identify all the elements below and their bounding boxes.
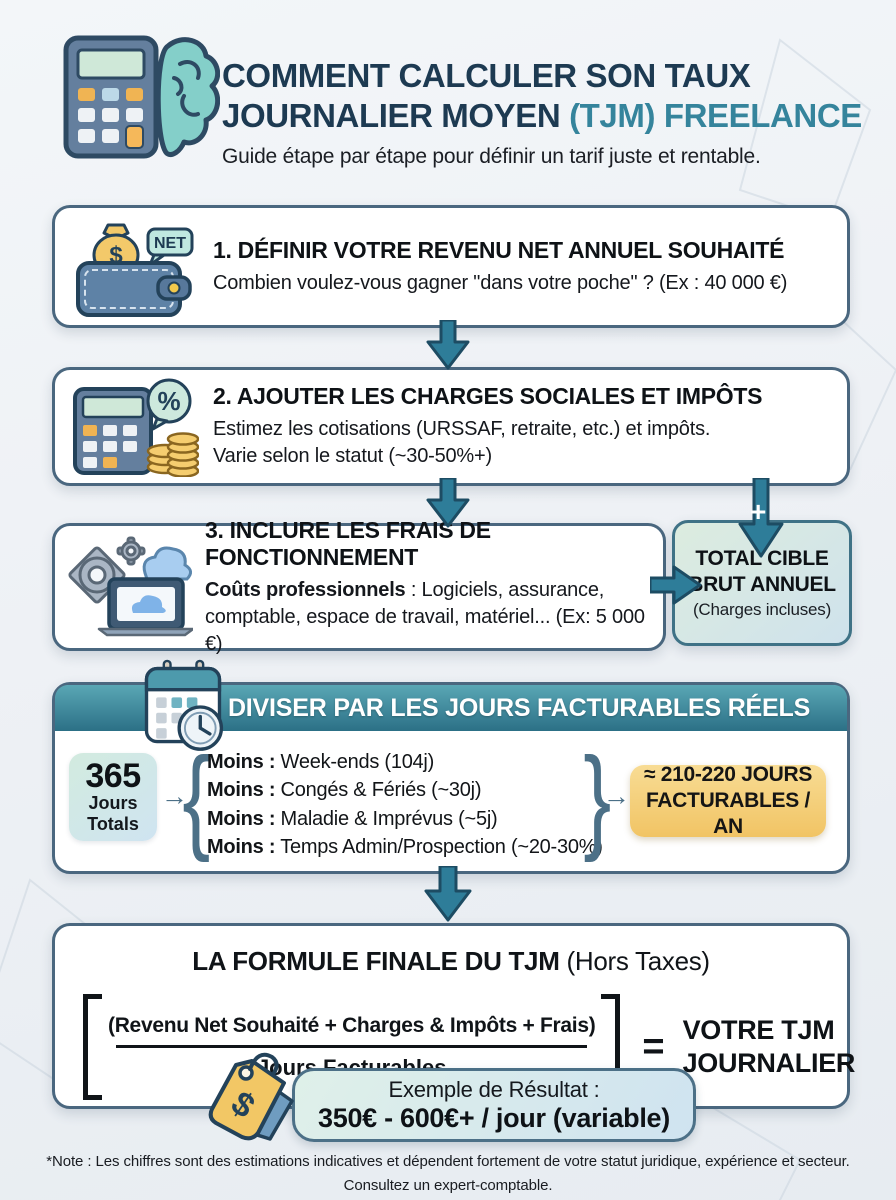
down-arrow-icon xyxy=(424,866,472,922)
result-line2: JOURNALIER xyxy=(682,1048,856,1078)
title-line1: COMMENT CALCULER SON TAUX xyxy=(222,57,751,94)
fraction-line xyxy=(116,1044,588,1048)
result-line1: ≈ 210-220 JOURS xyxy=(643,763,813,786)
footer-note: *Note : Les chiffres sont des estimation… xyxy=(0,1150,896,1198)
step3-desc-rest: : Logiciels, assurance, xyxy=(405,578,605,601)
section-header-title: DIVISER PAR LES JOURS FACTURABLES RÉELS xyxy=(227,693,811,722)
result-line1: VOTRE TJM xyxy=(682,1015,835,1045)
page-subtitle: Guide étape par étape pour définir un ta… xyxy=(222,145,761,168)
minus-label: Moins : xyxy=(207,807,276,830)
step3-desc-bold: Coûts professionnels xyxy=(205,578,406,601)
billable-days-section: DIVISER PAR LES JOURS FACTURABLES RÉELS … xyxy=(52,659,850,874)
calendar-clock-icon xyxy=(144,659,224,751)
page-title: COMMENT CALCULER SON TAUX JOURNALIER MOY… xyxy=(222,56,862,136)
step2-title: 2. AJOUTER LES CHARGES SOCIALES ET IMPÔT… xyxy=(213,383,763,409)
minus-text: Congés & Fériés (~30j) xyxy=(275,779,482,802)
formula-row: (Revenu Net Souhaité + Charges & Impôts … xyxy=(83,994,855,1100)
minus-text: Temps Admin/Prospection (~20-30%) xyxy=(275,836,603,859)
list-item: Moins : Maladie & Imprévus (~5j) xyxy=(207,805,607,833)
example-result-pill: Exemple de Résultat : 350€ - 600€+ / jou… xyxy=(292,1068,696,1142)
example-label: Exemple de Résultat : xyxy=(388,1076,600,1102)
minus-label: Moins : xyxy=(207,836,276,859)
step3-desc-line2: comptable, espace de travail, matériel..… xyxy=(205,605,645,655)
step3-box: 3. INCLURE LES FRAIS DE FONCTIONNEMENT C… xyxy=(52,517,666,655)
plus-down-arrow-icon xyxy=(738,478,784,558)
price-tag-icon: $ xyxy=(208,1052,294,1141)
example-value: 350€ - 600€+ / jour (variable) xyxy=(318,1102,670,1133)
note-line1: *Note : Les chiffres sont des estimation… xyxy=(46,1153,850,1170)
deduction-list: Moins : Week-ends (104j) Moins : Congés … xyxy=(207,748,607,862)
svg-text:NET: NET xyxy=(154,235,186,252)
title-line2: JOURNALIER MOYEN xyxy=(222,97,570,134)
calculator-brain-icon xyxy=(63,35,220,159)
formula-result: VOTRE TJM JOURNALIER xyxy=(683,1014,856,1080)
step2-desc: Estimez les cotisations (URSSAF, retrait… xyxy=(213,416,831,470)
equals-sign: = xyxy=(642,1025,665,1068)
down-arrow-icon xyxy=(426,478,470,528)
close-brace: } xyxy=(583,733,612,863)
formula-numerator: (Revenu Net Souhaité + Charges & Impôts … xyxy=(108,1013,596,1037)
formula-title: LA FORMULE FINALE DU TJM (Hors Taxes) xyxy=(55,946,847,977)
step1-title: 1. DÉFINIR VOTRE REVENU NET ANNUEL SOUHA… xyxy=(213,236,785,263)
total-line3: (Charges incluses) xyxy=(692,600,832,619)
plus-sign: + xyxy=(750,496,767,527)
minus-label: Moins : xyxy=(207,751,276,773)
list-item: Moins : Congés & Fériés (~30j) xyxy=(207,776,607,804)
minus-text: Week-ends (104j) xyxy=(275,751,435,773)
list-item: Moins : Temps Admin/Prospection (~20-30%… xyxy=(207,833,607,861)
total-line2: BRUT ANNUEL xyxy=(688,573,836,596)
step2-desc-line2: Varie selon le statut (~30-50%+) xyxy=(213,445,492,467)
days-label1: Jours xyxy=(88,793,138,813)
down-arrow-icon xyxy=(426,320,470,370)
days-value: 365 xyxy=(85,757,141,795)
step3-desc: Coûts professionnels : Logiciels, assura… xyxy=(205,577,647,658)
step2-box: % 2. AJOUTER LES CHARGES SOCIALES ET IMP… xyxy=(52,367,850,486)
step1-box: $ NET 1. DÉFINIR VOTRE REVENU NET ANNUEL… xyxy=(52,205,850,328)
result-line2: FACTURABLES / AN xyxy=(645,789,811,838)
left-bracket xyxy=(83,994,102,1100)
note-line2: Consultez un expert-comptable. xyxy=(343,1177,553,1194)
title-accent: (TJM) FREELANCE xyxy=(569,97,862,134)
total-line1: TOTAL CIBLE xyxy=(695,547,829,570)
billable-days-result-box: ≈ 210-220 JOURS FACTURABLES / AN xyxy=(630,763,826,838)
minus-label: Moins : xyxy=(207,779,276,802)
gears-cloud-laptop-icon xyxy=(55,535,205,639)
right-arrow-icon xyxy=(650,565,702,605)
total-days-box: 365 Jours Totals xyxy=(69,753,157,841)
step1-desc: Combien voulez-vous gagner "dans votre p… xyxy=(213,271,788,294)
calculator-percent-coins-icon: % xyxy=(55,377,213,477)
small-right-arrow-icon: → xyxy=(161,781,188,811)
days-label2: Totals xyxy=(87,814,139,834)
small-right-arrow-icon: → xyxy=(603,781,630,811)
formula-title-rest: (Hors Taxes) xyxy=(559,946,711,976)
open-brace: { xyxy=(182,733,211,863)
minus-text: Maladie & Imprévus (~5j) xyxy=(275,807,498,830)
wallet-money-bag-icon: $ NET xyxy=(55,215,213,319)
list-item: Moins : Week-ends (104j) xyxy=(207,748,607,776)
formula-title-bold: LA FORMULE FINALE DU TJM xyxy=(192,946,560,976)
svg-text:%: % xyxy=(157,386,180,416)
step2-desc-line1: Estimez les cotisations (URSSAF, retrait… xyxy=(213,418,711,440)
